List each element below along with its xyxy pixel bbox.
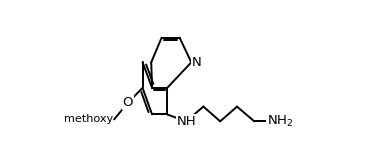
Text: N: N bbox=[192, 56, 202, 69]
Text: NH: NH bbox=[176, 115, 196, 128]
Text: NH$_2$: NH$_2$ bbox=[267, 114, 293, 129]
Text: O: O bbox=[123, 96, 133, 109]
Text: methoxy: methoxy bbox=[64, 114, 113, 124]
